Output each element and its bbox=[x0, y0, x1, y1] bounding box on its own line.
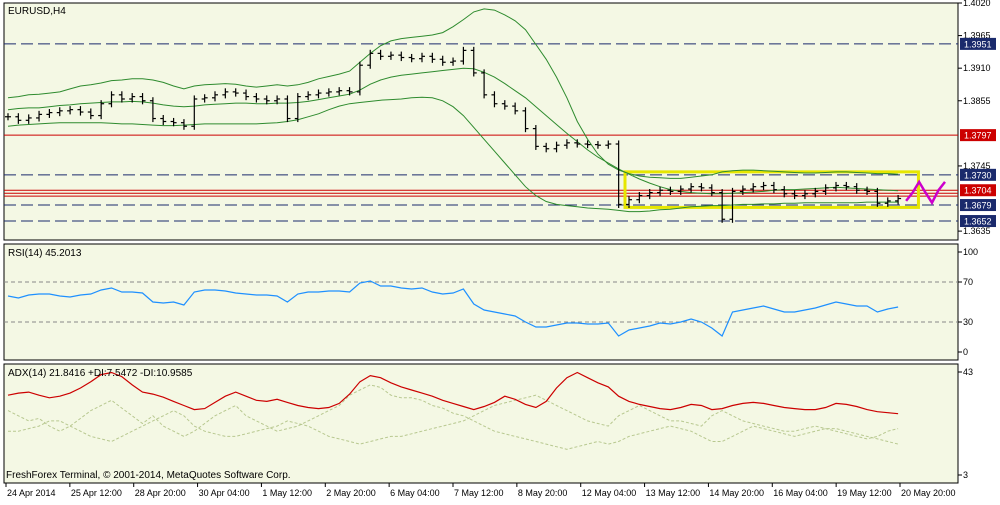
rsi-panel-background bbox=[3, 243, 959, 361]
rsi-line[interactable] bbox=[7, 280, 899, 337]
rsi-tick-label-2: 30 bbox=[963, 317, 973, 327]
x-tick-label-2: 28 Apr 20:00 bbox=[135, 488, 186, 498]
x-tick-label-11: 14 May 20:00 bbox=[709, 488, 764, 498]
main-panel-background bbox=[3, 2, 959, 241]
x-tick-label-12: 16 May 04:00 bbox=[773, 488, 828, 498]
x-tick-label-13: 19 May 12:00 bbox=[837, 488, 892, 498]
adx-line[interactable] bbox=[7, 371, 899, 415]
adx-panel[interactable] bbox=[7, 371, 899, 450]
projection-path[interactable] bbox=[905, 179, 946, 206]
price-tick-label-2: 1.3910 bbox=[963, 63, 991, 73]
price-tick-label-0: 1.4020 bbox=[963, 0, 991, 8]
x-tick-label-10: 13 May 12:00 bbox=[646, 488, 701, 498]
x-tick-label-9: 12 May 04:00 bbox=[582, 488, 637, 498]
rsi-tick-label-3: 0 bbox=[963, 347, 968, 357]
rsi-panel[interactable] bbox=[4, 280, 958, 337]
level-tag-label-1: 1.3797 bbox=[964, 131, 992, 141]
level-tag-label-2: 1.3730 bbox=[964, 170, 992, 180]
x-tick-label-1: 25 Apr 12:00 bbox=[71, 488, 122, 498]
x-tick-label-3: 30 Apr 04:00 bbox=[199, 488, 250, 498]
x-tick-label-7: 7 May 12:00 bbox=[454, 488, 504, 498]
x-tick-label-6: 6 May 04:00 bbox=[390, 488, 440, 498]
level-tag-0 bbox=[960, 37, 996, 50]
x-tick-label-4: 1 May 12:00 bbox=[262, 488, 312, 498]
price-tick-label-5: 1.3635 bbox=[963, 226, 991, 236]
bollinger-band-0[interactable] bbox=[7, 8, 899, 179]
adx-panel-background bbox=[3, 363, 959, 484]
adx-tick-label-0: 43 bbox=[963, 367, 973, 377]
rsi-tick-label-0: 100 bbox=[963, 247, 978, 257]
x-tick-label-0: 24 Apr 2014 bbox=[7, 488, 56, 498]
price-panel[interactable] bbox=[4, 8, 958, 223]
price-panel-title: EURUSD,H4 bbox=[8, 6, 66, 17]
bollinger-band-1[interactable] bbox=[7, 67, 899, 195]
bollinger-band-2[interactable] bbox=[7, 96, 899, 213]
level-tag-5 bbox=[960, 215, 996, 228]
level-tag-label-4: 1.3679 bbox=[964, 201, 992, 211]
price-tick-label-4: 1.3745 bbox=[963, 161, 991, 171]
range-box[interactable] bbox=[623, 170, 920, 209]
rsi-tick-label-1: 70 bbox=[963, 277, 973, 287]
price-tick-label-3: 1.3855 bbox=[963, 96, 991, 106]
level-tag-label-0: 1.3951 bbox=[964, 39, 992, 49]
price-tick-label-1: 1.3965 bbox=[963, 31, 991, 41]
adx-tick-label-1: 3 bbox=[963, 470, 968, 480]
level-tag-4 bbox=[960, 199, 996, 212]
level-tag-3 bbox=[960, 184, 996, 197]
plus-di-line[interactable] bbox=[7, 384, 899, 450]
x-tick-label-5: 2 May 20:00 bbox=[326, 488, 376, 498]
level-tag-label-3: 1.3704 bbox=[964, 186, 992, 196]
x-tick-label-8: 8 May 20:00 bbox=[518, 488, 568, 498]
rsi-panel-title: RSI(14) 45.2013 bbox=[8, 248, 82, 259]
level-tag-2 bbox=[960, 168, 996, 181]
copyright-text: FreshForex Terminal, © 2001-2014, MetaQu… bbox=[6, 470, 291, 481]
level-tag-label-5: 1.3652 bbox=[964, 217, 992, 227]
minus-di-line[interactable] bbox=[8, 394, 899, 445]
x-tick-label-14: 20 May 20:00 bbox=[901, 488, 956, 498]
adx-panel-title: ADX(14) 21.8416 +DI:7.5472 -DI:10.9585 bbox=[8, 368, 193, 379]
level-tag-1 bbox=[960, 129, 996, 142]
